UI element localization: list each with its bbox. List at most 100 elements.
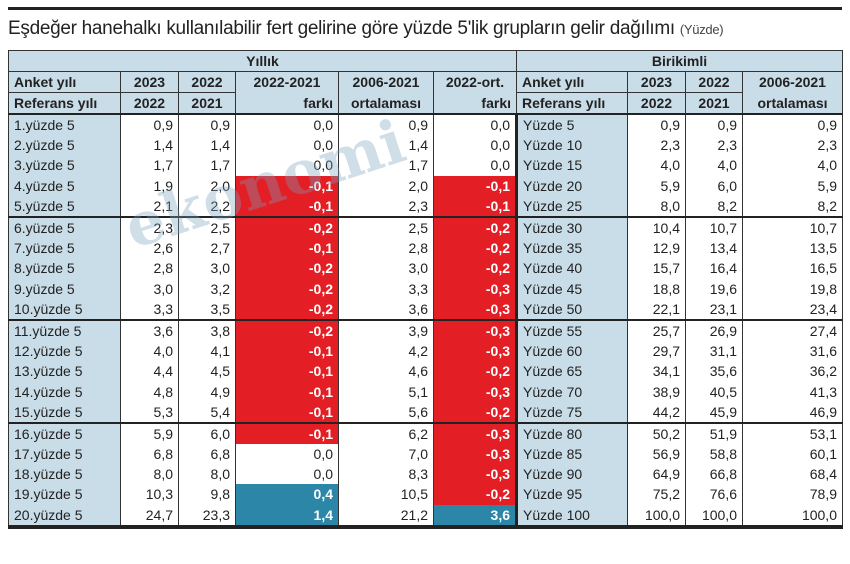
yillik-cell: -0,2	[433, 484, 518, 505]
table-row: 13.yüzde 5 4,4 4,5 -0,1 4,6 -0,2 Yüzde 65 34,1 3…	[8, 361, 843, 382]
yillik-cell: 3,6	[433, 504, 518, 529]
yillik-cell: 4,8	[120, 381, 179, 402]
birikimli-header-cell: ortalaması	[742, 92, 843, 115]
birikimli-cell: 16,4	[685, 258, 743, 279]
birikimli-cell: 13,5	[742, 238, 843, 259]
yillik-cell: 3,2	[178, 278, 236, 299]
birikimli-cell: 19,8	[742, 278, 843, 299]
birikimli-cell: 41,3	[742, 381, 843, 402]
birikimli-cell: 66,8	[685, 464, 743, 485]
yillik-cell: 21,2	[338, 504, 434, 529]
birikimli-row-label: Yüzde 5	[516, 112, 628, 136]
yillik-cell: 3,5	[178, 298, 236, 320]
yillik-cell: 2,7	[178, 238, 236, 259]
yillik-cell: -0,2	[433, 401, 518, 423]
yillik-cell: 0,0	[433, 135, 518, 156]
table-row: 16.yüzde 5 5,9 6,0 -0,1 6,2 -0,3 Yüzde 80 50,2 5…	[8, 421, 843, 444]
section-header-row: Yıllık Birikimli	[8, 50, 843, 72]
table-row: 7.yüzde 5 2,6 2,7 -0,1 2,8 -0,2 Yüzde 35 12,9 13…	[8, 238, 843, 259]
yillik-row-label: 17.yüzde 5	[8, 444, 121, 465]
birikimli-row-label: Yüzde 20	[516, 175, 628, 196]
table-row: 5.yüzde 5 2,1 2,2 -0,1 2,3 -0,1 Yüzde 25 8,0 8,2…	[8, 195, 843, 217]
birikimli-cell: 4,0	[742, 155, 843, 176]
yillik-header-cell: 2021	[178, 92, 236, 115]
yillik-cell: -0,2	[235, 258, 339, 279]
yillik-cell: -0,3	[433, 318, 518, 342]
yillik-header-cell: 2022-2021	[235, 71, 339, 93]
yillik-cell: -0,2	[433, 361, 518, 382]
birikimli-row-label: Yüzde 25	[516, 195, 628, 217]
birikimli-cell: 46,9	[742, 401, 843, 423]
yillik-cell: -0,2	[235, 318, 339, 342]
table-row: 20.yüzde 5 24,7 23,3 1,4 21,2 3,6 Yüzde 100 100…	[8, 504, 843, 529]
table-row: 8.yüzde 5 2,8 3,0 -0,2 3,0 -0,2 Yüzde 40 15,7 16…	[8, 258, 843, 279]
yillik-cell: 4,5	[178, 361, 236, 382]
birikimli-row-label: Yüzde 90	[516, 464, 628, 485]
birikimli-row-label: Yüzde 60	[516, 341, 628, 362]
yillik-cell: 1,4	[120, 135, 179, 156]
birikimli-cell: 10,7	[742, 215, 843, 239]
yillik-row-label: 9.yüzde 5	[8, 278, 121, 299]
yillik-header-cell: 2006-2021	[338, 71, 434, 93]
yillik-cell: -0,1	[235, 381, 339, 402]
yillik-row-label: 13.yüzde 5	[8, 361, 121, 382]
birikimli-row-label: Yüzde 10	[516, 135, 628, 156]
birikimli-cell: 56,9	[627, 444, 686, 465]
yillik-cell: 3,0	[338, 258, 434, 279]
yillik-cell: 1,7	[338, 155, 434, 176]
page-title: Eşdeğer hanehalkı kullanılabilir fert ge…	[8, 18, 724, 40]
yillik-cell: -0,3	[433, 278, 518, 299]
table-row: 1.yüzde 5 0,9 0,9 0,0 0,9 0,0 Yüzde 5 0,9 0,9 0,9	[8, 112, 843, 136]
birikimli-cell: 8,2	[685, 195, 743, 217]
yillik-cell: 4,2	[338, 341, 434, 362]
birikimli-row-label: Yüzde 45	[516, 278, 628, 299]
yillik-cell: 10,3	[120, 484, 179, 505]
yillik-cell: -0,2	[235, 298, 339, 320]
yillik-cell: 2,2	[178, 195, 236, 217]
yillik-cell: -0,1	[235, 175, 339, 196]
birikimli-cell: 31,1	[685, 341, 743, 362]
birikimli-header-cell: 2006-2021	[742, 71, 843, 93]
yillik-cell: 8,0	[120, 464, 179, 485]
birikimli-cell: 100,0	[627, 504, 686, 529]
birikimli-cell: 100,0	[685, 504, 743, 529]
yillik-header-cell: 2022	[120, 92, 179, 115]
birikimli-cell: 35,6	[685, 361, 743, 382]
yillik-cell: -0,1	[235, 341, 339, 362]
table-row: 14.yüzde 5 4,8 4,9 -0,1 5,1 -0,3 Yüzde 70 38,9 4…	[8, 381, 843, 402]
birikimli-cell: 10,7	[685, 215, 743, 239]
title-text: Eşdeğer hanehalkı kullanılabilir fert ge…	[8, 18, 675, 39]
birikimli-cell: 15,7	[627, 258, 686, 279]
yillik-cell: 0,0	[235, 464, 339, 485]
yillik-cell: -0,2	[433, 238, 518, 259]
yillik-cell: 1,4	[235, 504, 339, 529]
yillik-cell: 9,8	[178, 484, 236, 505]
birikimli-cell: 60,1	[742, 444, 843, 465]
birikimli-cell: 38,9	[627, 381, 686, 402]
yillik-cell: 4,0	[120, 341, 179, 362]
birikimli-cell: 8,2	[742, 195, 843, 217]
birikimli-header-cell: 2022	[685, 71, 743, 93]
yillik-cell: 6,2	[338, 421, 434, 444]
yillik-cell: 5,3	[120, 401, 179, 423]
table-row: 15.yüzde 5 5,3 5,4 -0,1 5,6 -0,2 Yüzde 75 44,2 4…	[8, 401, 843, 423]
birikimli-cell: 50,2	[627, 421, 686, 444]
birikimli-cell: 27,4	[742, 318, 843, 342]
yillik-cell: 10,5	[338, 484, 434, 505]
birikimli-header-cell: Anket yılı	[516, 71, 628, 93]
yillik-cell: 2,0	[338, 175, 434, 196]
yillik-row-label: 14.yüzde 5	[8, 381, 121, 402]
yillik-cell: 2,0	[178, 175, 236, 196]
yillik-header-cell: 2022	[178, 71, 236, 93]
yillik-header-cell: 2023	[120, 71, 179, 93]
birikimli-row-label: Yüzde 100	[516, 504, 628, 529]
yillik-cell: 5,1	[338, 381, 434, 402]
yillik-cell: -0,3	[433, 464, 518, 485]
yillik-cell: 4,1	[178, 341, 236, 362]
table-row: 3.yüzde 5 1,7 1,7 0,0 1,7 0,0 Yüzde 15 4,0 4,0 4,…	[8, 155, 843, 176]
yillik-cell: 5,6	[338, 401, 434, 423]
yillik-cell: 6,8	[178, 444, 236, 465]
yillik-row-label: 1.yüzde 5	[8, 112, 121, 136]
birikimli-cell: 19,6	[685, 278, 743, 299]
birikimli-cell: 76,6	[685, 484, 743, 505]
